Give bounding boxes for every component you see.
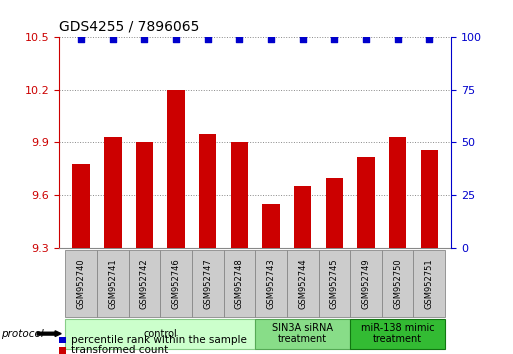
Point	[172, 36, 180, 42]
Point	[362, 36, 370, 42]
Text: GSM952749: GSM952749	[362, 258, 370, 309]
Point	[299, 36, 307, 42]
Text: GSM952748: GSM952748	[235, 258, 244, 309]
Text: GSM952744: GSM952744	[298, 258, 307, 309]
Text: transformed count: transformed count	[71, 345, 168, 354]
Point	[141, 36, 149, 42]
Text: GSM952751: GSM952751	[425, 258, 434, 309]
Bar	[136, 143, 153, 248]
Text: GSM952747: GSM952747	[203, 258, 212, 309]
Text: GSM952745: GSM952745	[330, 258, 339, 309]
Text: protocol: protocol	[1, 329, 44, 339]
Point	[235, 36, 244, 42]
Point	[77, 36, 85, 42]
Bar	[389, 137, 406, 248]
Text: GDS4255 / 7896065: GDS4255 / 7896065	[59, 19, 200, 34]
Bar	[231, 143, 248, 248]
Bar	[72, 164, 90, 248]
Point	[109, 36, 117, 42]
Bar	[421, 149, 438, 248]
Point	[425, 36, 433, 42]
Text: SIN3A siRNA
treatment: SIN3A siRNA treatment	[272, 323, 333, 344]
Bar	[199, 134, 216, 248]
Text: percentile rank within the sample: percentile rank within the sample	[71, 335, 247, 345]
Text: GSM952742: GSM952742	[140, 258, 149, 309]
Point	[267, 36, 275, 42]
Text: control: control	[144, 329, 177, 339]
Bar	[294, 186, 311, 248]
Bar	[326, 178, 343, 248]
Text: miR-138 mimic
treatment: miR-138 mimic treatment	[361, 323, 435, 344]
Point	[393, 36, 402, 42]
Text: GSM952740: GSM952740	[76, 258, 86, 309]
Text: GSM952741: GSM952741	[108, 258, 117, 309]
Bar	[104, 137, 122, 248]
Text: GSM952743: GSM952743	[267, 258, 275, 309]
Bar	[262, 204, 280, 248]
Text: GSM952746: GSM952746	[171, 258, 181, 309]
Bar	[167, 90, 185, 248]
Text: GSM952750: GSM952750	[393, 258, 402, 309]
Point	[204, 36, 212, 42]
Bar	[357, 156, 374, 248]
Point	[330, 36, 339, 42]
